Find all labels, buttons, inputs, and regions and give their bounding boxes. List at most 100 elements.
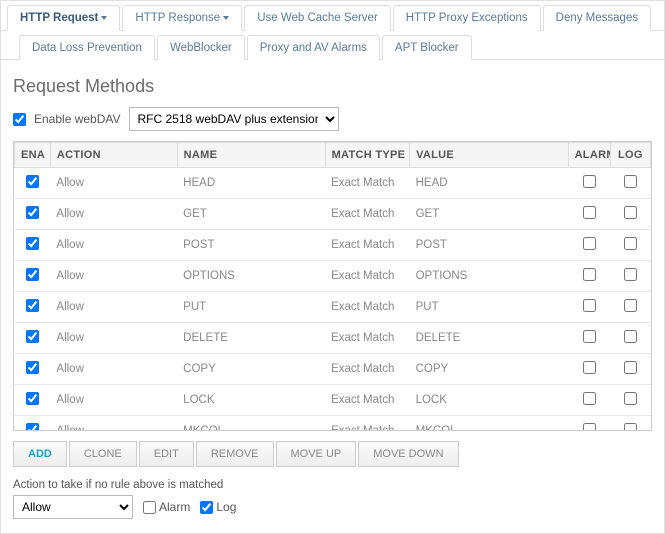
col-header-value[interactable]: VALUE bbox=[410, 143, 568, 168]
footer-alarm-label[interactable]: Alarm bbox=[159, 500, 190, 514]
row-alarm-checkbox[interactable] bbox=[583, 361, 596, 374]
row-value: OPTIONS bbox=[410, 261, 568, 292]
row-log-checkbox[interactable] bbox=[624, 175, 637, 188]
row-alarm-checkbox[interactable] bbox=[583, 268, 596, 281]
tabs-row-1: HTTP RequestHTTP ResponseUse Web Cache S… bbox=[1, 1, 664, 31]
chevron-down-icon bbox=[101, 16, 107, 20]
table-row[interactable]: AllowDELETEExact MatchDELETE bbox=[15, 323, 651, 354]
footer-alarm-checkbox[interactable] bbox=[143, 501, 156, 514]
footer-label: Action to take if no rule above is match… bbox=[13, 479, 652, 491]
col-header-ena[interactable]: ENA bbox=[15, 143, 51, 168]
row-name: MKCOL bbox=[177, 416, 325, 432]
row-alarm-checkbox[interactable] bbox=[583, 206, 596, 219]
table-row[interactable]: AllowCOPYExact MatchCOPY bbox=[15, 354, 651, 385]
table-row[interactable]: AllowLOCKExact MatchLOCK bbox=[15, 385, 651, 416]
tabs-row-2: Data Loss PreventionWebBlockerProxy and … bbox=[1, 31, 664, 60]
row-match: Exact Match bbox=[325, 199, 410, 230]
row-value: DELETE bbox=[410, 323, 568, 354]
row-ena-checkbox[interactable] bbox=[26, 330, 39, 343]
clone-button[interactable]: CLONE bbox=[69, 441, 137, 467]
tab-webblocker[interactable]: WebBlocker bbox=[157, 35, 245, 60]
row-ena-checkbox[interactable] bbox=[26, 361, 39, 374]
edit-button[interactable]: EDIT bbox=[139, 441, 194, 467]
footer-action-select[interactable]: Allow bbox=[13, 495, 133, 519]
tab-deny-messages[interactable]: Deny Messages bbox=[543, 5, 651, 31]
row-ena-checkbox[interactable] bbox=[26, 392, 39, 405]
row-log-checkbox[interactable] bbox=[624, 237, 637, 250]
enable-webdav-checkbox[interactable] bbox=[13, 113, 26, 126]
footer-log-checkbox[interactable] bbox=[200, 501, 213, 514]
row-match: Exact Match bbox=[325, 261, 410, 292]
footer-controls: Allow Alarm Log bbox=[13, 495, 652, 519]
row-log-checkbox[interactable] bbox=[624, 392, 637, 405]
table-body: AllowHEADExact MatchHEADAllowGETExact Ma… bbox=[15, 168, 651, 432]
row-ena-checkbox[interactable] bbox=[26, 423, 39, 431]
webdav-mode-select[interactable]: RFC 2518 webDAV plus extensions bbox=[129, 107, 339, 131]
row-name: LOCK bbox=[177, 385, 325, 416]
row-action: Allow bbox=[50, 385, 177, 416]
col-header-match[interactable]: MATCH TYPE bbox=[325, 143, 410, 168]
row-action: Allow bbox=[50, 292, 177, 323]
row-value: GET bbox=[410, 199, 568, 230]
row-log-checkbox[interactable] bbox=[624, 361, 637, 374]
row-name: OPTIONS bbox=[177, 261, 325, 292]
row-ena-checkbox[interactable] bbox=[26, 175, 39, 188]
row-alarm-checkbox[interactable] bbox=[583, 330, 596, 343]
row-alarm-checkbox[interactable] bbox=[583, 423, 596, 431]
tab-data-loss-prevention[interactable]: Data Loss Prevention bbox=[19, 35, 155, 60]
row-log-checkbox[interactable] bbox=[624, 423, 637, 431]
row-log-checkbox[interactable] bbox=[624, 330, 637, 343]
methods-table-wrap: ENA ACTION NAME MATCH TYPE VALUE ALARM L… bbox=[13, 141, 652, 431]
row-alarm-checkbox[interactable] bbox=[583, 175, 596, 188]
row-alarm-checkbox[interactable] bbox=[583, 237, 596, 250]
col-header-action[interactable]: ACTION bbox=[50, 143, 177, 168]
chevron-down-icon bbox=[223, 16, 229, 20]
remove-button[interactable]: REMOVE bbox=[196, 441, 274, 467]
tab-apt-blocker[interactable]: APT Blocker bbox=[382, 35, 472, 60]
row-alarm-checkbox[interactable] bbox=[583, 392, 596, 405]
row-action: Allow bbox=[50, 199, 177, 230]
row-match: Exact Match bbox=[325, 323, 410, 354]
row-alarm-checkbox[interactable] bbox=[583, 299, 596, 312]
methods-table: ENA ACTION NAME MATCH TYPE VALUE ALARM L… bbox=[14, 142, 651, 431]
move-down-button[interactable]: MOVE DOWN bbox=[358, 441, 458, 467]
row-match: Exact Match bbox=[325, 230, 410, 261]
row-ena-checkbox[interactable] bbox=[26, 268, 39, 281]
table-row[interactable]: AllowMKCOLExact MatchMKCOL bbox=[15, 416, 651, 432]
enable-webdav-label[interactable]: Enable webDAV bbox=[34, 112, 121, 126]
row-action: Allow bbox=[50, 416, 177, 432]
tab-http-response[interactable]: HTTP Response bbox=[122, 5, 242, 31]
table-row[interactable]: AllowHEADExact MatchHEAD bbox=[15, 168, 651, 199]
panel-body: Request Methods Enable webDAV RFC 2518 w… bbox=[1, 60, 664, 533]
tab-proxy-and-av-alarms[interactable]: Proxy and AV Alarms bbox=[247, 35, 380, 60]
button-row: ADD CLONE EDIT REMOVE MOVE UP MOVE DOWN bbox=[13, 441, 652, 467]
enable-webdav-row: Enable webDAV RFC 2518 webDAV plus exten… bbox=[13, 107, 652, 131]
row-action: Allow bbox=[50, 323, 177, 354]
row-log-checkbox[interactable] bbox=[624, 206, 637, 219]
row-value: LOCK bbox=[410, 385, 568, 416]
row-action: Allow bbox=[50, 168, 177, 199]
footer-log-label[interactable]: Log bbox=[216, 500, 236, 514]
row-name: GET bbox=[177, 199, 325, 230]
row-log-checkbox[interactable] bbox=[624, 268, 637, 281]
col-header-name[interactable]: NAME bbox=[177, 143, 325, 168]
row-name: PUT bbox=[177, 292, 325, 323]
row-ena-checkbox[interactable] bbox=[26, 206, 39, 219]
tab-http-request[interactable]: HTTP Request bbox=[7, 5, 120, 31]
row-name: COPY bbox=[177, 354, 325, 385]
add-button[interactable]: ADD bbox=[13, 441, 67, 467]
row-ena-checkbox[interactable] bbox=[26, 237, 39, 250]
table-row[interactable]: AllowPUTExact MatchPUT bbox=[15, 292, 651, 323]
tab-http-proxy-exceptions[interactable]: HTTP Proxy Exceptions bbox=[393, 5, 541, 31]
row-ena-checkbox[interactable] bbox=[26, 299, 39, 312]
tab-use-web-cache-server[interactable]: Use Web Cache Server bbox=[244, 5, 391, 31]
col-header-log[interactable]: LOG bbox=[610, 143, 650, 168]
col-header-alarm[interactable]: ALARM bbox=[568, 143, 610, 168]
table-row[interactable]: AllowPOSTExact MatchPOST bbox=[15, 230, 651, 261]
row-match: Exact Match bbox=[325, 416, 410, 432]
table-row[interactable]: AllowGETExact MatchGET bbox=[15, 199, 651, 230]
table-row[interactable]: AllowOPTIONSExact MatchOPTIONS bbox=[15, 261, 651, 292]
row-name: DELETE bbox=[177, 323, 325, 354]
row-log-checkbox[interactable] bbox=[624, 299, 637, 312]
move-up-button[interactable]: MOVE UP bbox=[276, 441, 357, 467]
